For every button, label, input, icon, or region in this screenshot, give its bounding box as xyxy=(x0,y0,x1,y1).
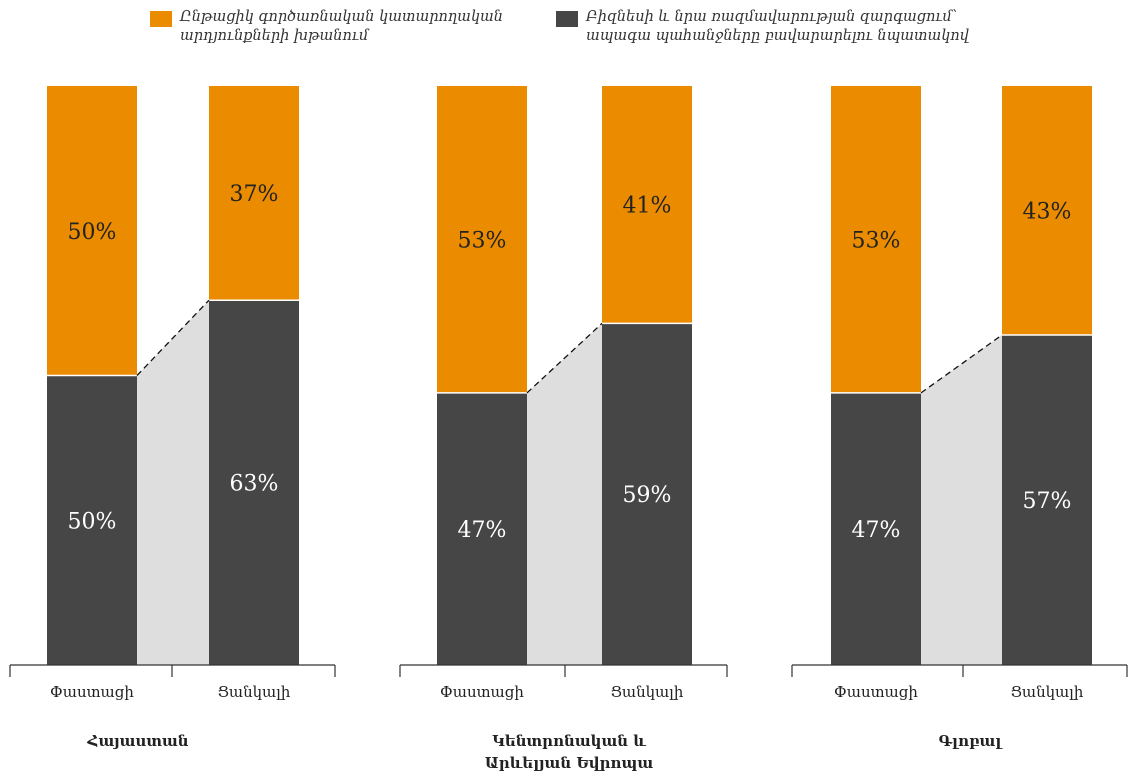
trend-dashed-line-1 xyxy=(526,322,603,394)
bar-segment-future-0-0 xyxy=(47,375,137,665)
bar-segment-future-1-0 xyxy=(437,392,527,665)
data-label-future-0-1: 63% xyxy=(230,472,279,497)
data-label-future-2-1: 57% xyxy=(1023,489,1072,514)
bar-segment-current-1-1 xyxy=(602,86,692,324)
data-label-current-0-1: 37% xyxy=(230,182,279,207)
connector-area-2 xyxy=(921,334,1002,665)
bar-segment-current-2-0 xyxy=(831,86,921,393)
legend-item-current: Ընթացիկ գործառնական կատարողական արդյունք… xyxy=(150,8,503,46)
data-label-current-1-0: 53% xyxy=(458,228,507,253)
x-tick-label-2-0: Փաստացի xyxy=(834,683,918,701)
x-tick-label-0-1: Ցանկալի xyxy=(218,683,291,701)
trend-dashed-line-2 xyxy=(920,334,1003,394)
legend-label-future: Բիզնեսի և նրա ռազմավարության զարգացում՝ … xyxy=(586,9,969,44)
data-label-current-0-0: 50% xyxy=(68,220,117,245)
data-label-future-1-0: 47% xyxy=(458,518,507,543)
bar-segment-current-2-1 xyxy=(1002,86,1092,335)
chart-title-0: Հայաստան xyxy=(86,732,188,750)
legend: Ընթացիկ գործառնական կատարողական արդյունք… xyxy=(150,8,1050,58)
legend-item-future: Բիզնեսի և նրա ռազմավարության զարգացում՝ … xyxy=(556,8,969,46)
chart-title-1: Կենտրոնական և Արևելյան Եվրոպա xyxy=(485,732,654,772)
bar-segment-future-2-0 xyxy=(831,392,921,665)
connector-area-1 xyxy=(527,323,602,665)
bar-segment-future-2-1 xyxy=(1002,334,1092,665)
x-tick-label-1-0: Փաստացի xyxy=(440,683,524,701)
legend-label-current: Ընթացիկ գործառնական կատարողական արդյունք… xyxy=(180,9,504,44)
data-label-current-2-1: 43% xyxy=(1023,199,1072,224)
bar-segment-current-0-1 xyxy=(209,86,299,301)
data-label-future-0-0: 50% xyxy=(68,509,117,534)
x-tick-label-1-1: Ցանկալի xyxy=(611,683,684,701)
chart-group-0: 50% 50% Փաստացի 37% 63% Ցանկալի Հայաստան xyxy=(9,86,336,750)
data-label-future-2-0: 47% xyxy=(852,518,901,543)
data-label-future-1-1: 59% xyxy=(623,483,672,508)
bar-segment-current-1-0 xyxy=(437,86,527,393)
connector-area-0 xyxy=(137,300,209,665)
legend-swatch-current xyxy=(150,11,172,27)
bar-segment-current-0-0 xyxy=(47,86,137,376)
x-tick-label-0-0: Փաստացի xyxy=(50,683,134,701)
bar-segment-future-1-1 xyxy=(602,323,692,665)
trend-dashed-line-0 xyxy=(136,299,210,376)
legend-swatch-future xyxy=(556,11,578,27)
data-label-current-2-0: 53% xyxy=(852,228,901,253)
x-tick-label-2-1: Ցանկալի xyxy=(1011,683,1084,701)
data-label-current-1-1: 41% xyxy=(623,194,672,219)
chart-group-2: 53% 47% Փաստացի 43% 57% Ցանկալի Գլոբալ xyxy=(791,86,1128,750)
chart-title-2: Գլոբալ xyxy=(939,732,1004,750)
bar-segment-future-0-1 xyxy=(209,300,299,665)
